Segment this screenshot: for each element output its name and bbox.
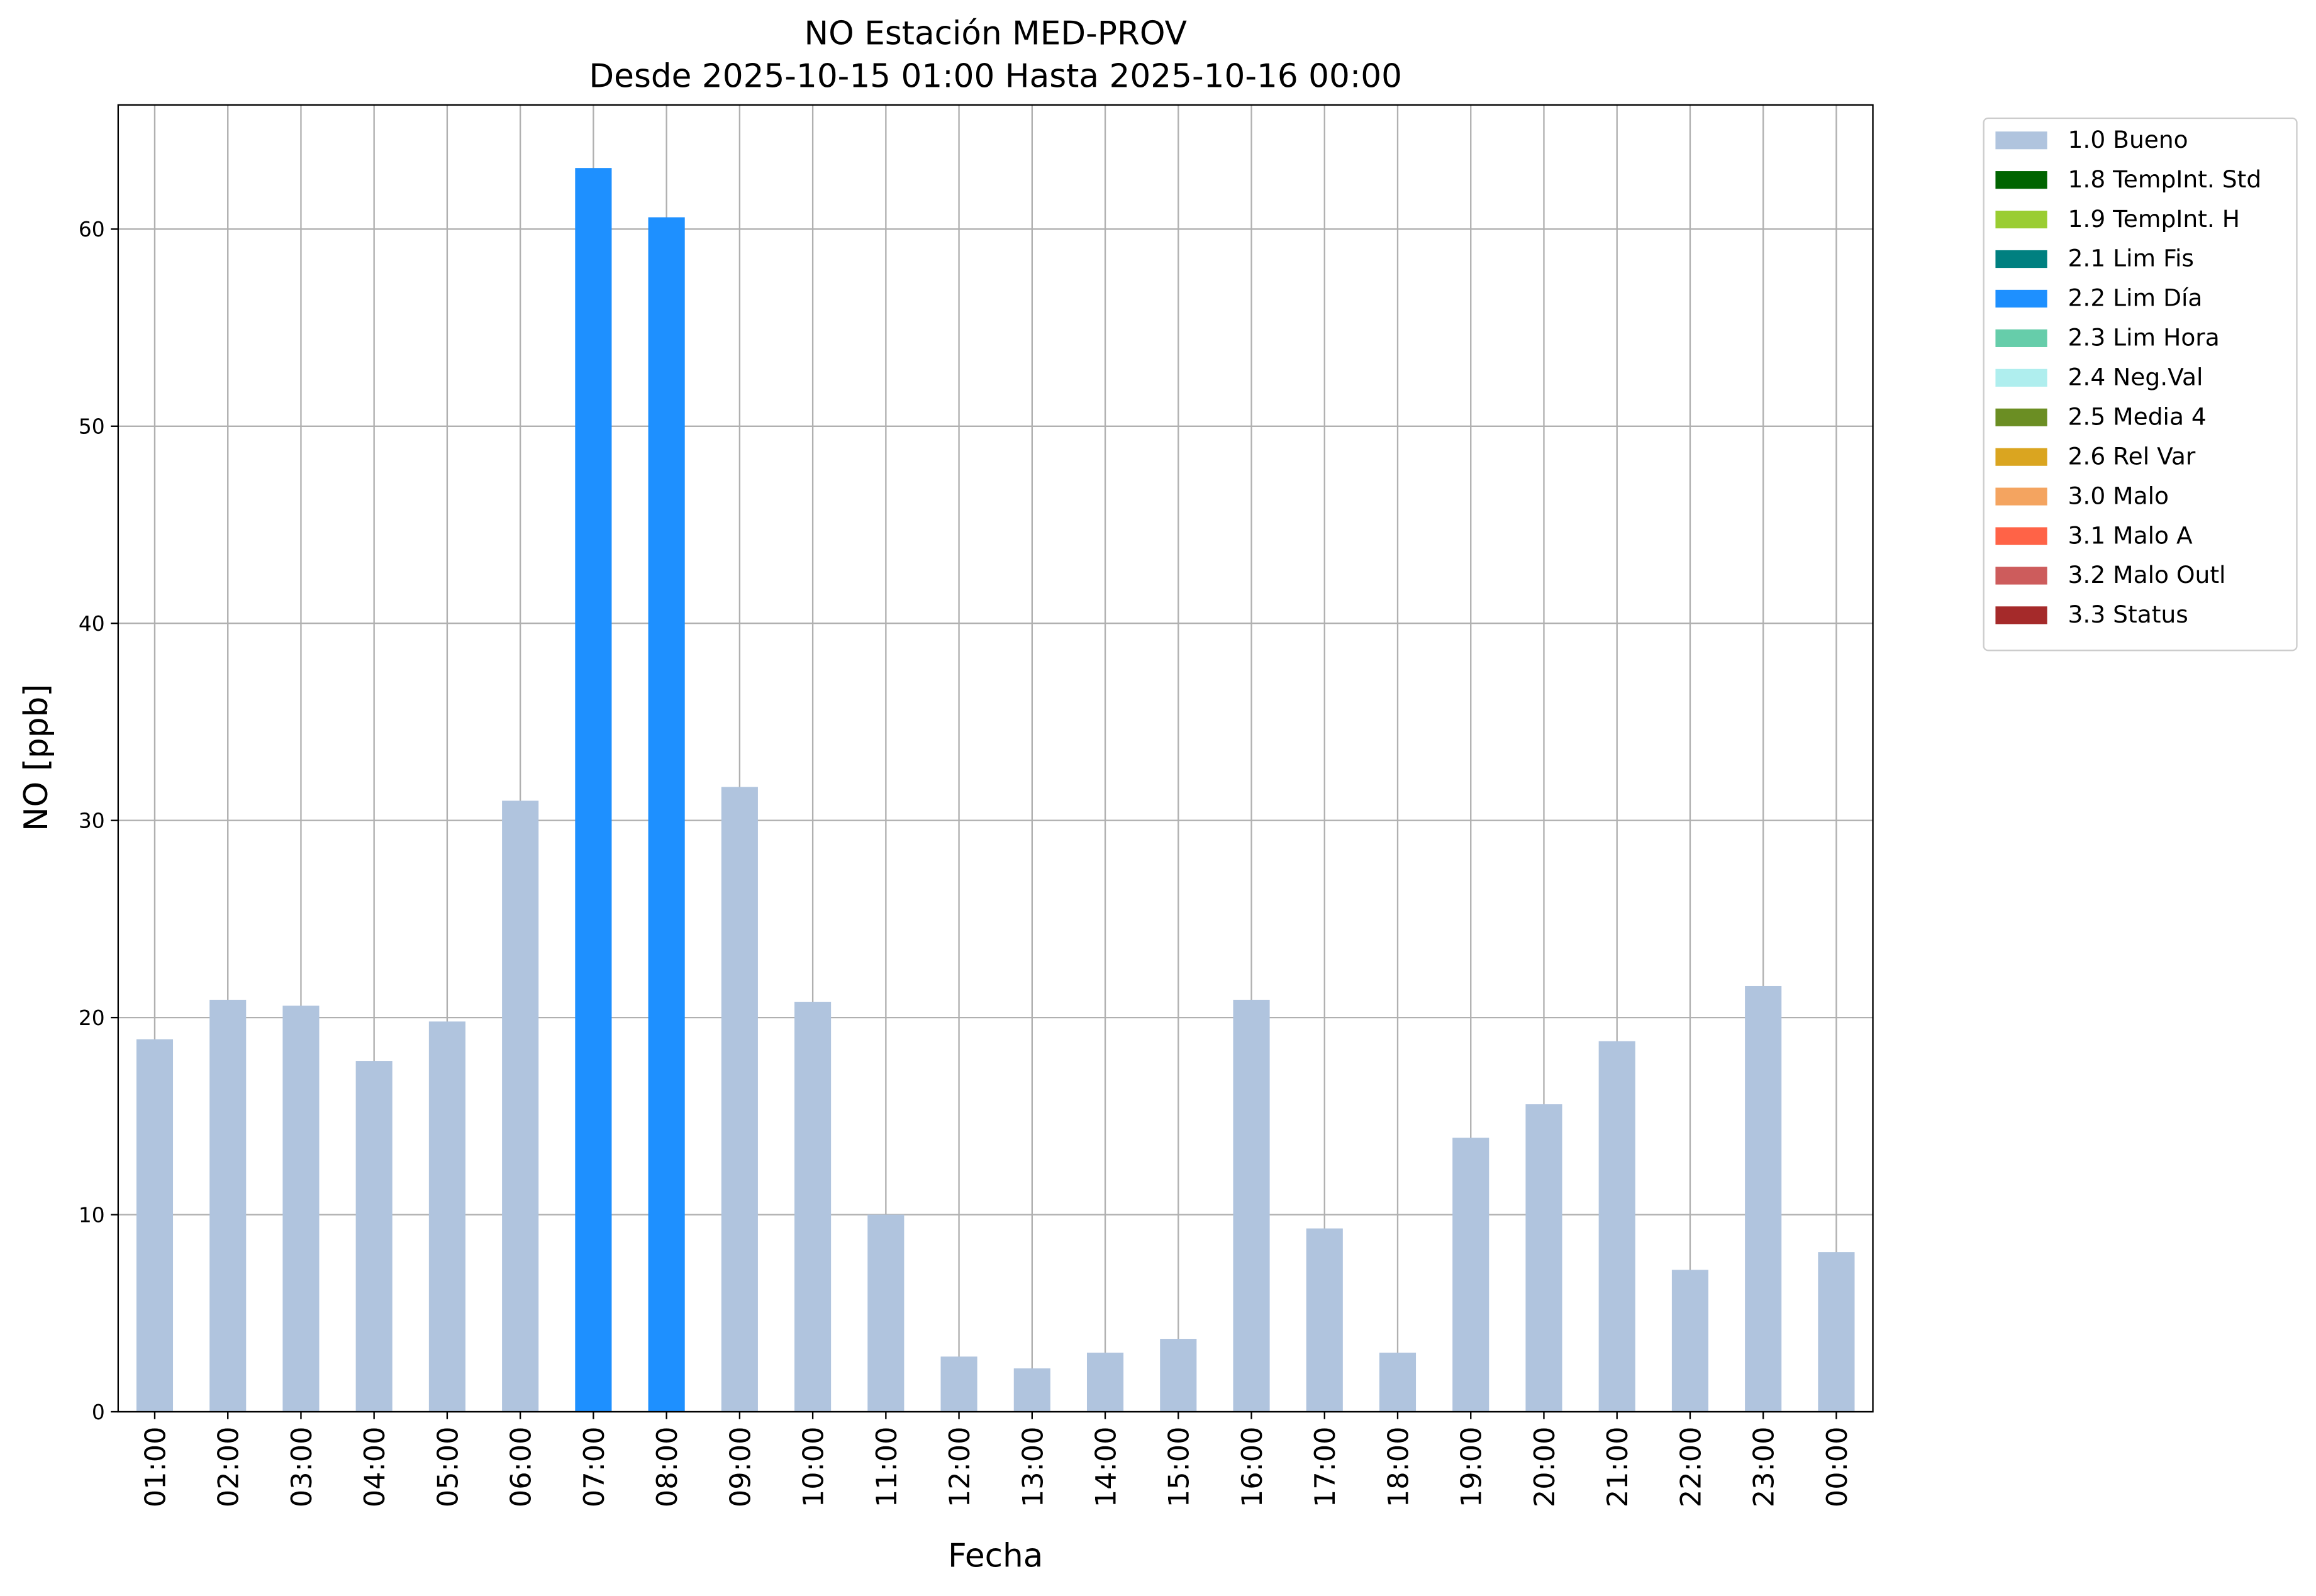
legend-swatch: [1995, 131, 2047, 150]
legend-label: 3.1 Malo A: [2068, 521, 2193, 549]
x-tick-label: 04:00: [359, 1427, 391, 1508]
x-tick-label: 20:00: [1528, 1427, 1561, 1508]
x-tick-label: 02:00: [213, 1427, 245, 1508]
bar: [794, 1002, 832, 1412]
legend-label: 2.4 Neg.Val: [2068, 363, 2203, 391]
legend-swatch: [1995, 567, 2047, 585]
x-tick-label: 21:00: [1601, 1427, 1634, 1508]
bar: [355, 1061, 392, 1412]
bar: [1379, 1352, 1417, 1412]
legend-label: 1.8 TempInt. Std: [2068, 165, 2262, 193]
x-tick-label: 01:00: [139, 1427, 172, 1508]
bar: [867, 1214, 905, 1412]
legend-swatch: [1995, 210, 2047, 229]
legend-label: 2.3 Lim Hora: [2068, 324, 2220, 352]
y-tick-label: 30: [79, 808, 105, 833]
y-axis-label: NO [ppb]: [18, 684, 55, 831]
bar: [1013, 1368, 1050, 1412]
bar: [721, 787, 758, 1412]
legend-label: 3.2 Malo Outl: [2068, 561, 2226, 589]
legend-label: 1.9 TempInt. H: [2068, 205, 2241, 233]
x-tick-label: 08:00: [651, 1427, 684, 1508]
bar: [575, 168, 612, 1412]
chart-title: NO Estación MED-PROV: [804, 15, 1186, 53]
legend-label: 3.0 Malo: [2068, 482, 2169, 509]
x-tick-label: 18:00: [1382, 1427, 1415, 1508]
legend-swatch: [1995, 527, 2047, 545]
x-tick-label: 03:00: [286, 1427, 318, 1508]
bar: [1086, 1352, 1124, 1412]
bar: [1452, 1138, 1489, 1412]
x-tick-label: 10:00: [798, 1427, 830, 1508]
bar: [1745, 985, 1782, 1412]
legend-label: 2.6 Rel Var: [2068, 442, 2196, 470]
bar: [209, 999, 247, 1412]
legend-label: 3.3 Status: [2068, 601, 2188, 628]
bar: [1598, 1041, 1635, 1412]
x-tick-label: 09:00: [724, 1427, 757, 1508]
legend-swatch: [1995, 487, 2047, 506]
legend-swatch: [1995, 369, 2047, 387]
y-tick-label: 60: [79, 217, 105, 241]
plot-frame: [117, 104, 1874, 1413]
x-tick-label: 23:00: [1748, 1427, 1781, 1508]
x-tick-label: 13:00: [1016, 1427, 1049, 1508]
x-tick-label: 11:00: [871, 1427, 903, 1508]
y-tick-label: 50: [79, 414, 105, 439]
x-tick-label: 15:00: [1163, 1427, 1196, 1508]
x-tick-label: 05:00: [431, 1427, 464, 1508]
bar: [1671, 1270, 1709, 1412]
x-tick-label: 16:00: [1236, 1427, 1269, 1508]
legend-swatch: [1995, 171, 2047, 189]
y-tick-label: 40: [79, 611, 105, 636]
legend-label: 2.2 Lim Día: [2068, 284, 2203, 312]
x-tick-label: 22:00: [1674, 1427, 1707, 1508]
y-tick-label: 10: [79, 1202, 105, 1227]
bar: [1233, 999, 1270, 1412]
bar: [1525, 1104, 1562, 1412]
bar: [940, 1356, 977, 1412]
x-tick-label: 00:00: [1821, 1427, 1854, 1508]
legend-swatch: [1995, 448, 2047, 466]
bar: [1818, 1252, 1855, 1412]
legend-swatch: [1995, 250, 2047, 269]
legend-swatch: [1995, 408, 2047, 426]
x-tick-label: 12:00: [944, 1427, 976, 1508]
legend-label: 2.5 Media 4: [2068, 402, 2207, 430]
bar: [648, 217, 685, 1412]
y-tick-label: 0: [92, 1400, 105, 1424]
bar: [502, 801, 539, 1412]
legend-label: 2.1 Lim Fis: [2068, 245, 2194, 272]
x-tick-label: 14:00: [1089, 1427, 1122, 1508]
bar: [136, 1039, 174, 1412]
x-tick-label: 17:00: [1309, 1427, 1342, 1508]
bar: [1306, 1228, 1343, 1412]
chart-subtitle: Desde 2025-10-15 01:00 Hasta 2025-10-16 …: [589, 58, 1402, 96]
bar: [282, 1006, 320, 1412]
legend-swatch: [1995, 606, 2047, 624]
x-tick-label: 06:00: [505, 1427, 538, 1508]
x-tick-label: 19:00: [1456, 1427, 1488, 1508]
legend-box: [1983, 117, 2298, 651]
bar: [1160, 1339, 1197, 1412]
legend-swatch: [1995, 329, 2047, 347]
x-tick-label: 07:00: [578, 1427, 611, 1508]
legend-label: 1.0 Bueno: [2068, 126, 2188, 153]
y-tick-label: 20: [79, 1006, 105, 1030]
x-axis-label: Fecha: [948, 1538, 1043, 1575]
bar: [428, 1021, 465, 1412]
legend-swatch: [1995, 289, 2047, 308]
